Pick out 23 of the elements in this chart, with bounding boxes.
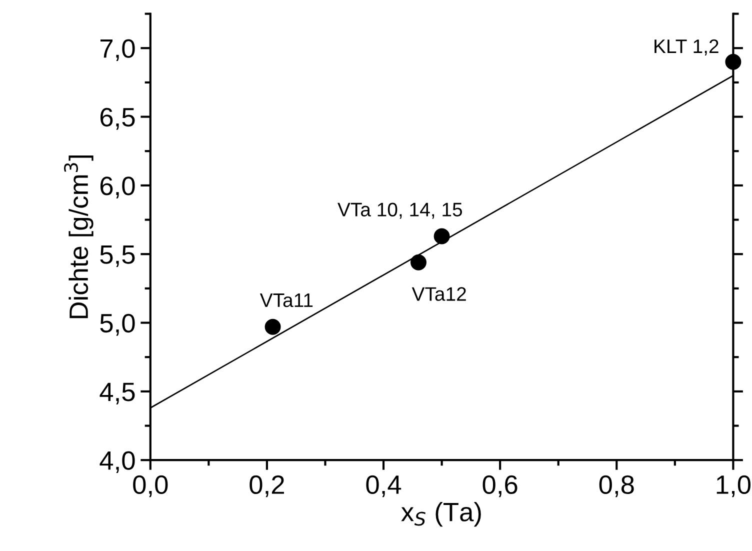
point xyxy=(725,54,742,70)
x-tick-label: 0,4 xyxy=(366,475,402,498)
y-tick-label: 6,0 xyxy=(100,176,135,198)
y-axis-title: Dichte [g/cm$^{3}$] xyxy=(64,155,94,318)
annotation: VTa11 xyxy=(260,294,313,308)
x-tick-label: 0,2 xyxy=(250,475,284,498)
x-tick-label: 0,6 xyxy=(482,475,518,498)
y-tick-label: 4,5 xyxy=(100,382,135,404)
point xyxy=(264,318,281,335)
y-tick-label: 6,5 xyxy=(100,108,135,130)
point xyxy=(410,254,426,270)
x-tick-label: 0,8 xyxy=(599,475,634,498)
annotation: VTa12 xyxy=(412,287,466,301)
x-axis-title: x$_{S}$ (Ta) xyxy=(401,502,481,527)
point xyxy=(434,228,450,244)
x-tick-label: 1,0 xyxy=(716,475,751,498)
y-tick-label: 5,5 xyxy=(100,246,135,268)
x-tick-label: 0,0 xyxy=(133,475,168,498)
annotation: VTa 10, 14, 15 xyxy=(338,202,462,219)
annotation: KLT 1,2 xyxy=(654,39,718,56)
y-tick-label: 5,0 xyxy=(100,314,135,336)
y-tick-label: 4,0 xyxy=(100,451,135,474)
y-tick-label: 7,0 xyxy=(100,39,135,62)
